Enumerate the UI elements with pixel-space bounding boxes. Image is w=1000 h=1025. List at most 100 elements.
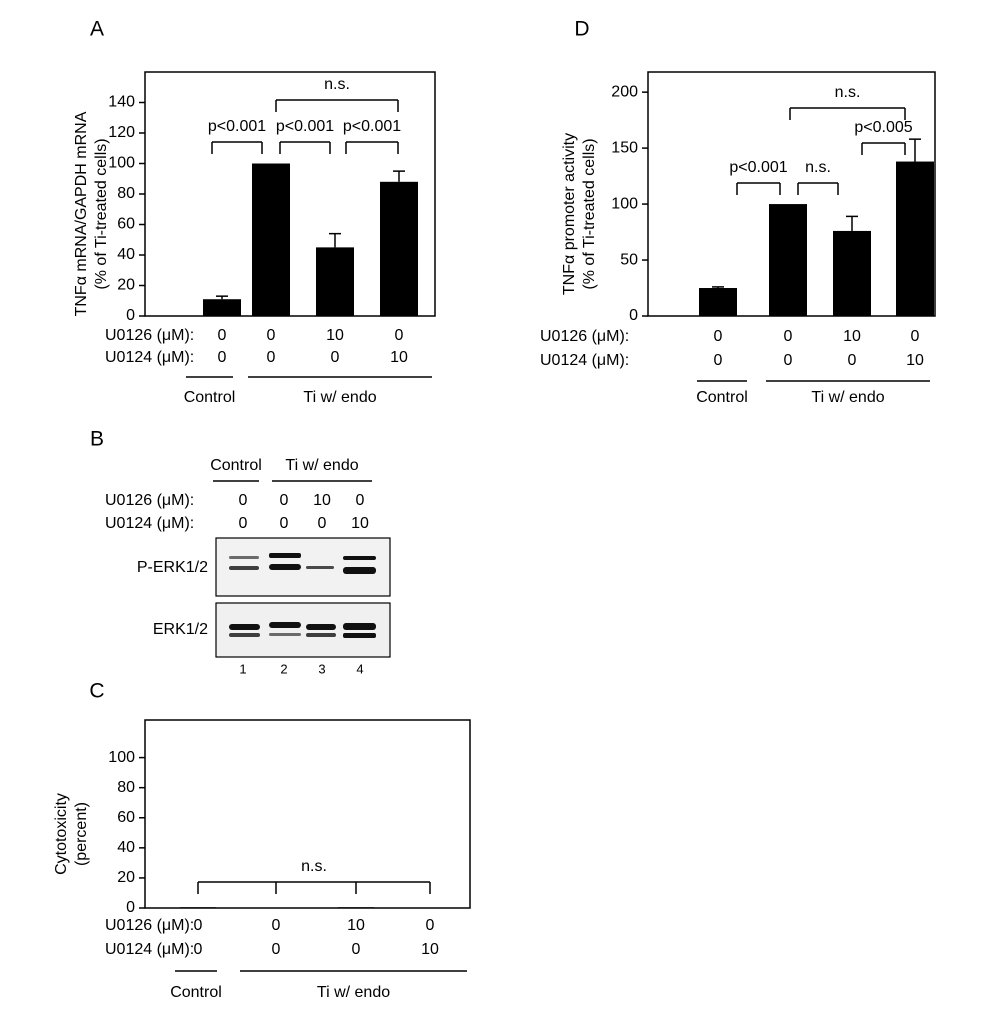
y-axis-title: (% of Ti-treated cells) (93, 138, 110, 289)
bar (699, 288, 737, 316)
y-axis-title: TNFα mRNA/GAPDH mRNA (73, 111, 90, 316)
group-label: Control (696, 389, 748, 406)
row-value: 0 (218, 327, 227, 344)
y-tick-label: 80 (117, 185, 135, 202)
row-value: 0 (331, 349, 340, 366)
annotation: p<0.001 (276, 118, 334, 135)
bar (380, 181, 418, 316)
y-axis-title: TNFα promoter activity (561, 133, 578, 295)
bar (316, 247, 354, 316)
row-value: 0 (280, 492, 289, 509)
row-value: 0 (848, 352, 857, 369)
panel-label: C (89, 680, 104, 703)
y-tick-label: 100 (611, 195, 638, 212)
row-value: 0 (356, 492, 365, 509)
row-value: 0 (280, 515, 289, 532)
group-label: Control (184, 389, 236, 406)
y-tick-label: 20 (117, 277, 135, 294)
annotation: p<0.001 (729, 159, 787, 176)
annotation: p<0.001 (343, 118, 401, 135)
bar (180, 907, 216, 908)
row-value: 0 (267, 327, 276, 344)
row-label: U0124 (μM): (105, 941, 194, 958)
y-axis-title: (% of Ti-treated cells) (581, 138, 598, 289)
y-tick-label: 60 (117, 809, 135, 826)
row-value: 0 (714, 352, 723, 369)
row-value: 0 (218, 349, 227, 366)
y-tick-label: 0 (126, 899, 135, 916)
y-tick-label: 40 (117, 839, 135, 856)
row-value: 10 (347, 917, 365, 934)
row-value: 10 (326, 327, 344, 344)
y-tick-label: 80 (117, 779, 135, 796)
panel-label: A (90, 18, 104, 41)
bar (833, 230, 871, 316)
group-label: Ti w/ endo (303, 389, 376, 406)
y-tick-label: 100 (108, 749, 135, 766)
y-tick-label: 120 (108, 124, 135, 141)
row-label: U0126 (μM): (105, 917, 194, 934)
lane-number: 1 (239, 661, 246, 676)
y-tick-label: 0 (629, 307, 638, 324)
bar (252, 163, 290, 316)
row-value: 0 (239, 515, 248, 532)
row-value: 0 (267, 349, 276, 366)
y-tick-label: 60 (117, 216, 135, 233)
annotation: n.s. (805, 159, 831, 176)
row-value: 10 (351, 515, 369, 532)
row-value: 0 (911, 328, 920, 345)
row-value: 0 (784, 328, 793, 345)
lane-number: 3 (318, 661, 325, 676)
bands (229, 553, 376, 638)
group-label: Ti w/ endo (811, 389, 884, 406)
row-label: U0124 (μM): (540, 352, 629, 369)
blot-label: ERK1/2 (153, 621, 208, 638)
plot-frame (144, 719, 471, 909)
y-axis-title: (percent) (73, 802, 90, 866)
row-value: 0 (395, 327, 404, 344)
group-label: Control (210, 457, 262, 474)
row-value: 0 (352, 941, 361, 958)
row-value: 10 (313, 492, 331, 509)
row-value: 0 (272, 941, 281, 958)
y-tick-label: 140 (108, 94, 135, 111)
row-label: U0124 (μM): (105, 515, 194, 532)
group-label: Control (170, 984, 222, 1001)
row-value: 0 (194, 941, 203, 958)
bar (203, 299, 241, 316)
lane-number: 4 (356, 661, 363, 676)
y-tick-label: 50 (620, 251, 638, 268)
bar (896, 161, 934, 316)
row-label: U0126 (μM): (105, 492, 194, 509)
y-tick-label: 200 (611, 83, 638, 100)
panel-label: D (574, 18, 589, 41)
y-tick-label: 150 (611, 139, 638, 156)
bar (338, 907, 374, 908)
row-value: 0 (194, 917, 203, 934)
bar (769, 204, 807, 316)
group-label: Ti w/ endo (285, 457, 358, 474)
panel-label: B (90, 428, 104, 451)
annotation: p<0.005 (854, 119, 912, 136)
row-label: U0126 (μM): (105, 327, 194, 344)
row-value: 10 (390, 349, 408, 366)
row-value: 0 (426, 917, 435, 934)
row-value: 10 (843, 328, 861, 345)
annotation: p<0.001 (208, 118, 266, 135)
y-tick-label: 20 (117, 869, 135, 886)
y-tick-label: 100 (108, 155, 135, 172)
group-label: Ti w/ endo (317, 984, 390, 1001)
y-axis-title: Cytotoxicity (53, 793, 70, 875)
row-value: 10 (906, 352, 924, 369)
annotation: n.s. (324, 76, 350, 93)
row-value: 0 (784, 352, 793, 369)
row-value: 0 (318, 515, 327, 532)
row-label: U0124 (μM): (105, 349, 194, 366)
y-tick-label: 40 (117, 246, 135, 263)
row-value: 0 (714, 328, 723, 345)
blot-images (215, 537, 391, 658)
annotation: n.s. (301, 858, 327, 875)
row-label: U0126 (μM): (540, 328, 629, 345)
y-tick-label: 0 (126, 307, 135, 324)
